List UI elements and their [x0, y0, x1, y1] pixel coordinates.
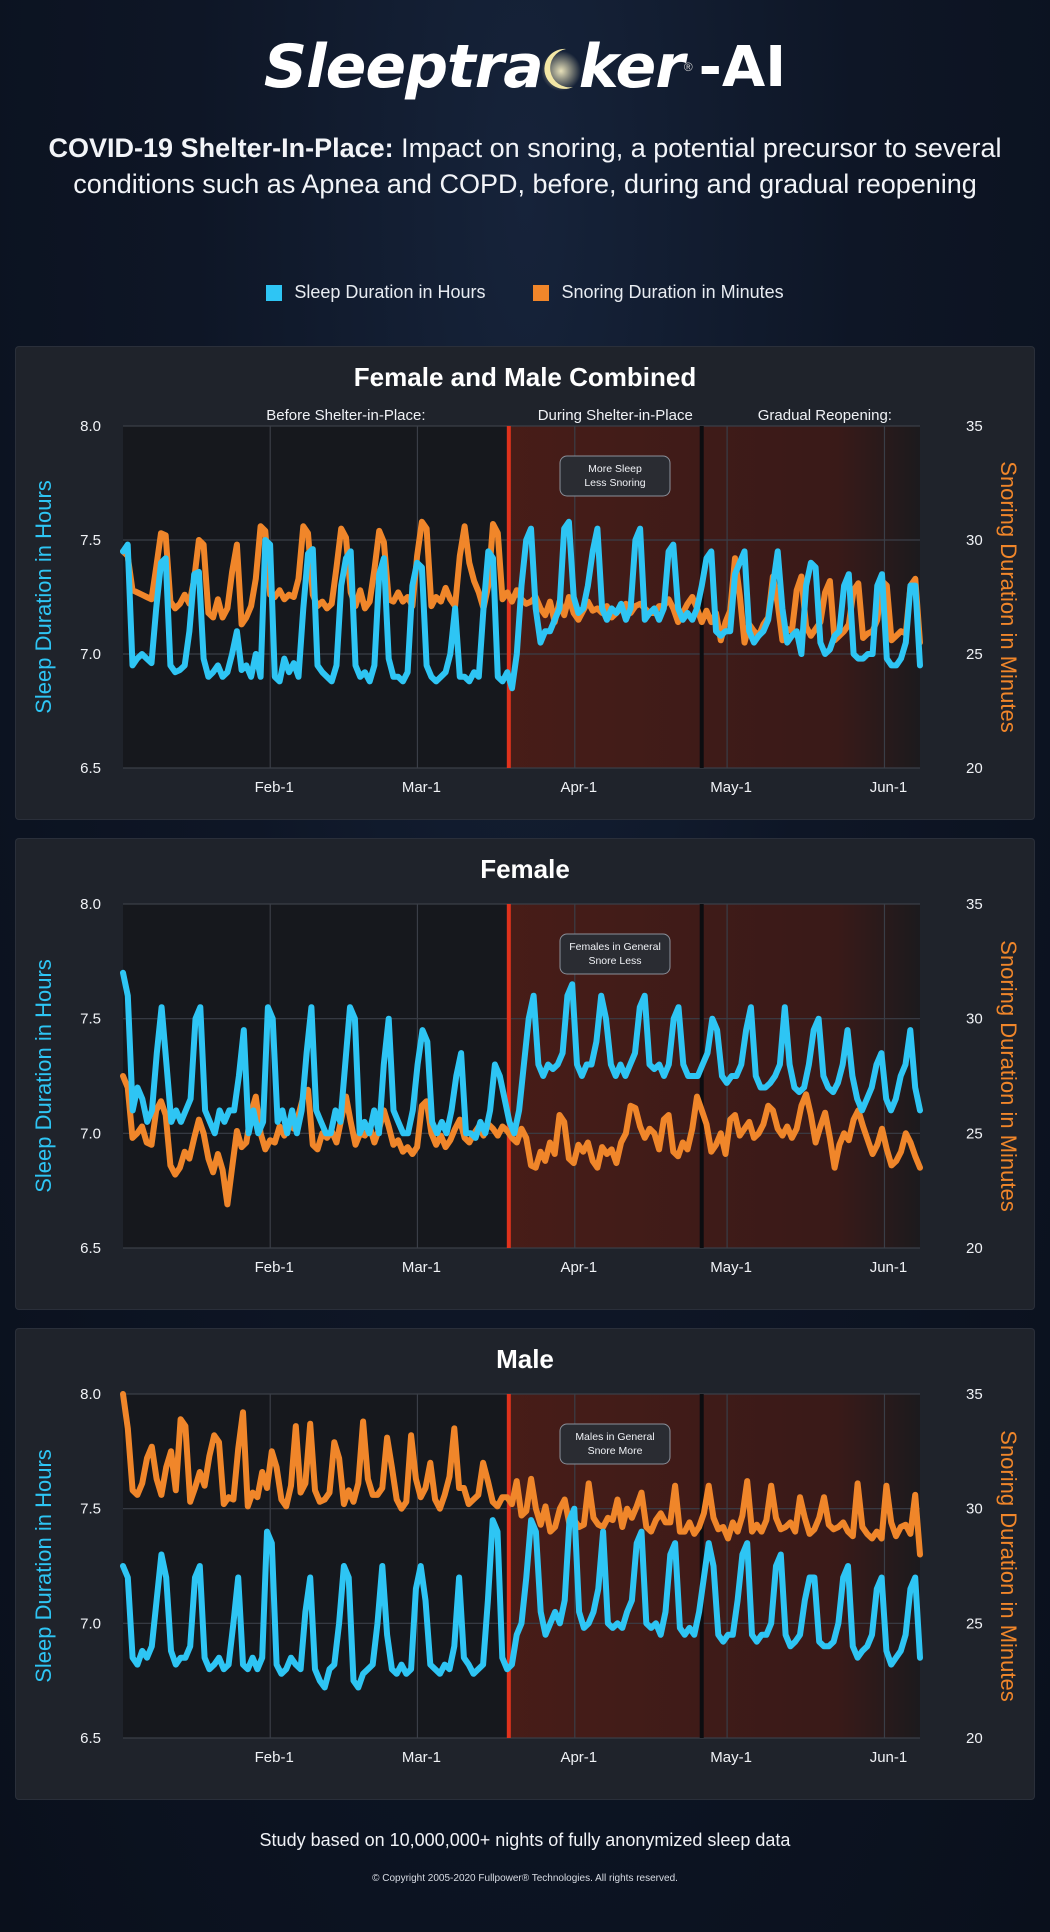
phase-label-reopening: Gradual Reopening: — [758, 407, 892, 424]
x-tick: Mar-1 — [402, 779, 441, 796]
trademark-symbol: ® — [683, 60, 693, 74]
y-tick-right: 30 — [966, 1501, 983, 1518]
y-tick-right: 20 — [966, 1240, 983, 1257]
y-tick-right: 35 — [966, 418, 983, 435]
annotation-line-1: Males in General — [575, 1431, 654, 1443]
annotation-line-2: Snore More — [588, 1445, 643, 1457]
y-tick-left: 7.5 — [80, 1501, 101, 1518]
y-axis-label-right: Snoring Duration in Minutes — [996, 461, 1021, 732]
x-tick: May-1 — [710, 779, 752, 796]
headline-bold: COVID-19 Shelter-In-Place: — [48, 133, 394, 163]
y-tick-left: 7.0 — [80, 1615, 101, 1632]
x-tick: Apr-1 — [560, 1749, 597, 1766]
y-tick-right: 25 — [966, 646, 983, 663]
legend-item-sleep: Sleep Duration in Hours — [266, 282, 485, 303]
logo-suffix: -AI — [698, 34, 787, 100]
chart-male-svg: Male 8.0 35 7.5 30 7.0 25 6.5 20 Feb-1 Mar-1 Apr-1 M… — [31, 1344, 1021, 1766]
y-tick-right: 35 — [966, 896, 983, 913]
x-tick: Jun-1 — [870, 1259, 908, 1276]
y-tick-right: 30 — [966, 1011, 983, 1028]
legend-label-snoring: Snoring Duration in Minutes — [561, 282, 784, 302]
annotation-line-2: Snore Less — [588, 955, 641, 967]
y-tick-left: 6.5 — [80, 760, 101, 777]
x-tick: Feb-1 — [255, 1259, 294, 1276]
annotation-box — [559, 1423, 671, 1465]
series-line-sleep-male — [120, 1505, 923, 1691]
y-tick-left: 7.5 — [80, 1011, 101, 1028]
annotation-box — [559, 455, 671, 497]
y-axis-label-left: Sleep Duration in Hours — [31, 1449, 56, 1683]
chart-panel-male: Male 8.0 35 7.5 30 7.0 25 6.5 20 Feb-1 Mar-1 Apr-1 M… — [15, 1328, 1035, 1800]
y-tick-right: 20 — [966, 760, 983, 777]
phase-label-during: During Shelter-in-Place — [538, 407, 693, 424]
moon-icon — [540, 48, 581, 91]
x-tick: May-1 — [710, 1259, 752, 1276]
x-tick: Apr-1 — [560, 1259, 597, 1276]
series-line-sleep-female — [120, 969, 923, 1141]
y-tick-right: 25 — [966, 1125, 983, 1142]
y-tick-left: 6.5 — [80, 1730, 101, 1747]
y-tick-right: 35 — [966, 1386, 983, 1403]
x-tick: Jun-1 — [870, 1749, 908, 1766]
y-tick-left: 7.0 — [80, 646, 101, 663]
y-tick-left: 6.5 — [80, 1240, 101, 1257]
y-axis-label-right: Snoring Duration in Minutes — [996, 1430, 1021, 1701]
y-axis-label-right: Snoring Duration in Minutes — [996, 940, 1021, 1211]
logo-text-part2: ker — [578, 32, 685, 102]
sleeptracker-logo: Sleeptra ker ® -AI — [0, 22, 1050, 112]
study-note: Study based on 10,000,000+ nights of ful… — [259, 1830, 791, 1850]
y-tick-left: 8.0 — [80, 418, 101, 435]
legend-swatch-sleep — [266, 284, 283, 301]
x-tick: Mar-1 — [402, 1749, 441, 1766]
y-tick-right: 30 — [966, 532, 983, 549]
y-tick-left: 7.5 — [80, 532, 101, 549]
y-tick-right: 25 — [966, 1615, 983, 1632]
annotation-line-2: Less Snoring — [584, 477, 645, 489]
legend-item-snoring: Snoring Duration in Minutes — [533, 282, 784, 303]
copyright: © Copyright 2005-2020 Fullpower® Technol… — [372, 1873, 678, 1884]
chart-combined-svg: Female and Male Combined Before Shelter-i… — [31, 362, 1021, 796]
chart-title-male: Male — [496, 1344, 554, 1374]
chart-panel-female: Female 8.0 35 7.5 30 7.0 25 6.5 20 Feb-1 Mar-1 Apr-… — [15, 838, 1035, 1310]
annotation-box — [559, 933, 671, 975]
chart-title-combined: Female and Male Combined — [354, 362, 696, 392]
chart-title-female: Female — [480, 854, 570, 884]
x-tick: May-1 — [710, 1749, 752, 1766]
chart-female-svg: Female 8.0 35 7.5 30 7.0 25 6.5 20 Feb-1 Mar-1 Apr-… — [31, 854, 1021, 1276]
y-axis-label-left: Sleep Duration in Hours — [31, 480, 56, 714]
y-tick-right: 20 — [966, 1730, 983, 1747]
series-line-sleep-combined — [120, 518, 923, 692]
x-tick: Mar-1 — [402, 1259, 441, 1276]
headline-text: Impact on snoring, a potential precursor… — [73, 133, 1002, 199]
y-tick-left: 8.0 — [80, 1386, 101, 1403]
annotation-line-1: More Sleep — [588, 463, 642, 475]
x-tick: Jun-1 — [870, 779, 908, 796]
phase-label-before: Before Shelter-in-Place: — [266, 407, 425, 424]
y-axis-label-left: Sleep Duration in Hours — [31, 959, 56, 1193]
legend: Sleep Duration in Hours Snoring Duration… — [0, 282, 1050, 303]
series-line-snoring-female — [120, 1073, 923, 1208]
y-tick-left: 7.0 — [80, 1125, 101, 1142]
x-tick: Feb-1 — [255, 779, 294, 796]
annotation-line-1: Females in General — [569, 941, 661, 953]
legend-swatch-snoring — [533, 284, 550, 301]
y-tick-left: 8.0 — [80, 896, 101, 913]
legend-label-sleep: Sleep Duration in Hours — [294, 282, 486, 302]
series-line-snoring-male — [120, 1391, 923, 1558]
logo-text-part1: Sleeptra — [263, 32, 544, 102]
headline: COVID-19 Shelter-In-Place: Impact on sno… — [40, 130, 1010, 202]
x-tick: Apr-1 — [560, 779, 597, 796]
chart-panel-combined: Female and Male Combined Before Shelter-i… — [15, 346, 1035, 820]
x-tick: Feb-1 — [255, 1749, 294, 1766]
